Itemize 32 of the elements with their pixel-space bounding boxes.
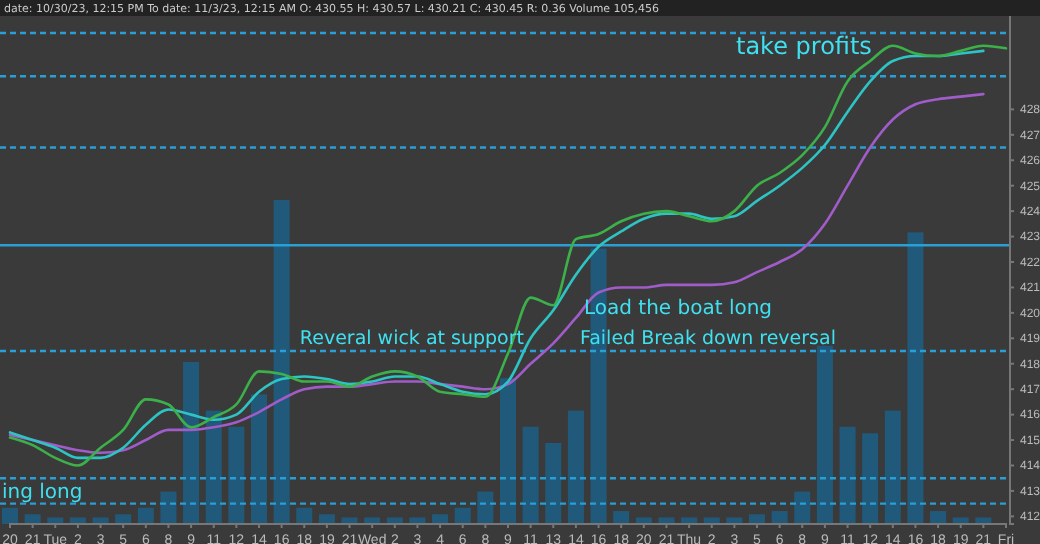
bar: [24, 514, 41, 524]
bar: [500, 378, 516, 524]
bar: [296, 507, 313, 524]
bar: [884, 410, 901, 524]
bar: [183, 362, 200, 524]
bar: [930, 511, 947, 524]
bar: [522, 426, 539, 524]
bar: [613, 511, 630, 524]
bar: [228, 426, 245, 524]
bar: [318, 514, 335, 524]
bar: [137, 507, 154, 524]
bar: [794, 491, 811, 524]
bar: [862, 433, 879, 524]
annotation: ing long: [2, 482, 83, 504]
bar: [2, 507, 18, 524]
bar: [816, 345, 833, 524]
bar: [545, 443, 562, 524]
bar: [273, 200, 290, 524]
bar: [454, 507, 471, 524]
bar: [771, 511, 788, 524]
annotation: take profits: [736, 32, 872, 60]
annotation: Failed Break down reversal: [580, 328, 836, 350]
bar: [432, 514, 449, 524]
bar: [477, 491, 494, 524]
bar: [567, 410, 584, 524]
bar: [115, 514, 132, 524]
bar: [205, 410, 222, 524]
bar: [839, 426, 856, 524]
bar: [251, 394, 267, 524]
bar: [907, 232, 924, 524]
bar: [749, 514, 765, 524]
annotation: Load the boat long: [584, 298, 773, 320]
